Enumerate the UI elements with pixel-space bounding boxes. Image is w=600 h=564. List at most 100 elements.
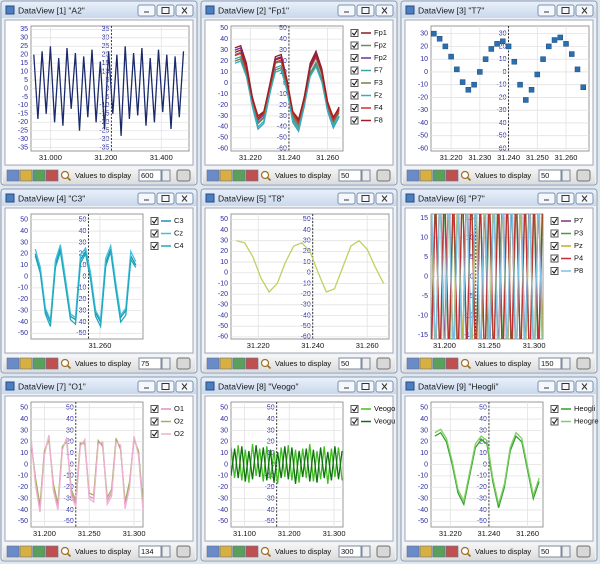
values-input[interactable]: [538, 545, 562, 558]
zoom-button[interactable]: [60, 170, 70, 180]
zoom-button[interactable]: [460, 546, 470, 556]
maximize-button[interactable]: [556, 380, 575, 393]
values-input[interactable]: [138, 357, 162, 370]
toolbar-button[interactable]: [245, 357, 259, 370]
toolbar-button[interactable]: [45, 169, 59, 182]
settings-button[interactable]: [376, 357, 391, 370]
values-input[interactable]: [338, 169, 362, 182]
legend-checkbox[interactable]: [150, 242, 159, 250]
legend-checkbox[interactable]: [550, 242, 559, 250]
spin-button[interactable]: [561, 357, 571, 370]
toolbar-button[interactable]: [432, 545, 446, 558]
toolbar-button[interactable]: [19, 545, 33, 558]
legend-checkbox[interactable]: [150, 229, 159, 238]
values-input[interactable]: [338, 357, 362, 370]
spin-button[interactable]: [361, 169, 371, 182]
minimize-button[interactable]: [337, 4, 356, 17]
toolbar-button[interactable]: [19, 357, 33, 370]
maximize-button[interactable]: [356, 192, 375, 205]
zoom-button[interactable]: [260, 170, 270, 180]
legend-checkbox[interactable]: [150, 430, 159, 438]
minimize-button[interactable]: [337, 380, 356, 393]
legend-checkbox[interactable]: [550, 405, 559, 413]
toolbar-button[interactable]: [45, 357, 59, 370]
settings-button[interactable]: [176, 169, 191, 182]
toolbar-button[interactable]: [419, 545, 433, 558]
toolbar-button[interactable]: [245, 545, 259, 558]
settings-button[interactable]: [376, 545, 391, 558]
maximize-button[interactable]: [156, 192, 175, 205]
legend-checkbox[interactable]: [550, 417, 559, 426]
zoom-button[interactable]: [260, 358, 270, 368]
minimize-button[interactable]: [137, 192, 156, 205]
legend-checkbox[interactable]: [350, 29, 359, 37]
values-input[interactable]: [138, 169, 162, 182]
toolbar-button[interactable]: [232, 545, 246, 558]
legend-checkbox[interactable]: [150, 417, 159, 426]
legend-checkbox[interactable]: [350, 54, 359, 62]
toolbar-button[interactable]: [219, 357, 233, 370]
settings-button[interactable]: [576, 169, 591, 182]
maximize-button[interactable]: [556, 4, 575, 17]
spin-button[interactable]: [161, 545, 171, 558]
legend-checkbox[interactable]: [350, 116, 359, 125]
legend-checkbox[interactable]: [550, 229, 559, 238]
minimize-button[interactable]: [337, 192, 356, 205]
spin-button[interactable]: [561, 169, 571, 182]
toolbar-button[interactable]: [32, 545, 46, 558]
toolbar-button[interactable]: [445, 357, 459, 370]
toolbar-button[interactable]: [232, 357, 246, 370]
minimize-button[interactable]: [537, 4, 556, 17]
toolbar-button[interactable]: [206, 545, 220, 558]
toolbar-button[interactable]: [245, 169, 259, 182]
toolbar-button[interactable]: [206, 357, 220, 370]
zoom-button[interactable]: [60, 358, 70, 368]
values-input[interactable]: [538, 169, 562, 182]
legend-checkbox[interactable]: [350, 66, 359, 75]
toolbar-button[interactable]: [432, 357, 446, 370]
legend-checkbox[interactable]: [550, 267, 559, 275]
legend-checkbox[interactable]: [350, 79, 359, 87]
toolbar-button[interactable]: [419, 169, 433, 182]
zoom-button[interactable]: [260, 546, 270, 556]
values-input[interactable]: [538, 357, 562, 370]
minimize-button[interactable]: [537, 192, 556, 205]
toolbar-button[interactable]: [219, 545, 233, 558]
minimize-button[interactable]: [137, 4, 156, 17]
toolbar-button[interactable]: [32, 357, 46, 370]
legend-checkbox[interactable]: [350, 91, 359, 100]
toolbar-button[interactable]: [19, 169, 33, 182]
settings-button[interactable]: [576, 545, 591, 558]
toolbar-button[interactable]: [445, 169, 459, 182]
maximize-button[interactable]: [156, 380, 175, 393]
spin-button[interactable]: [561, 545, 571, 558]
legend-checkbox[interactable]: [350, 41, 359, 50]
toolbar-button[interactable]: [406, 357, 420, 370]
maximize-button[interactable]: [556, 192, 575, 205]
values-input[interactable]: [338, 545, 362, 558]
toolbar-button[interactable]: [6, 357, 20, 370]
minimize-button[interactable]: [137, 380, 156, 393]
legend-checkbox[interactable]: [150, 217, 159, 225]
toolbar-button[interactable]: [45, 545, 59, 558]
legend-checkbox[interactable]: [350, 405, 359, 413]
spin-button[interactable]: [361, 357, 371, 370]
zoom-button[interactable]: [460, 170, 470, 180]
spin-button[interactable]: [161, 357, 171, 370]
legend-checkbox[interactable]: [550, 217, 559, 225]
toolbar-button[interactable]: [406, 545, 420, 558]
minimize-button[interactable]: [537, 380, 556, 393]
toolbar-button[interactable]: [406, 169, 420, 182]
settings-button[interactable]: [376, 169, 391, 182]
toolbar-button[interactable]: [32, 169, 46, 182]
legend-checkbox[interactable]: [350, 104, 359, 112]
toolbar-button[interactable]: [6, 169, 20, 182]
maximize-button[interactable]: [356, 4, 375, 17]
legend-checkbox[interactable]: [350, 417, 359, 426]
toolbar-button[interactable]: [232, 169, 246, 182]
toolbar-button[interactable]: [445, 545, 459, 558]
spin-button[interactable]: [161, 169, 171, 182]
zoom-button[interactable]: [460, 358, 470, 368]
maximize-button[interactable]: [156, 4, 175, 17]
legend-checkbox[interactable]: [550, 254, 559, 263]
